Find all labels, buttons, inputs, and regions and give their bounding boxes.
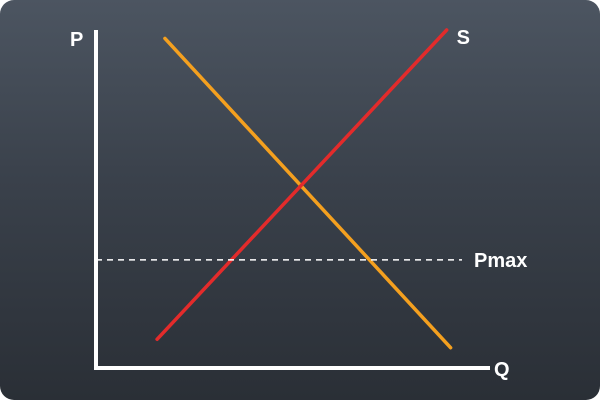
demand-curve xyxy=(163,36,453,350)
supply-curve-label: S xyxy=(457,27,470,49)
pmax-label: Pmax xyxy=(474,250,527,272)
supply-curve xyxy=(155,28,449,342)
x-axis-label: Q xyxy=(494,359,510,381)
y-axis-label: P xyxy=(70,29,83,51)
